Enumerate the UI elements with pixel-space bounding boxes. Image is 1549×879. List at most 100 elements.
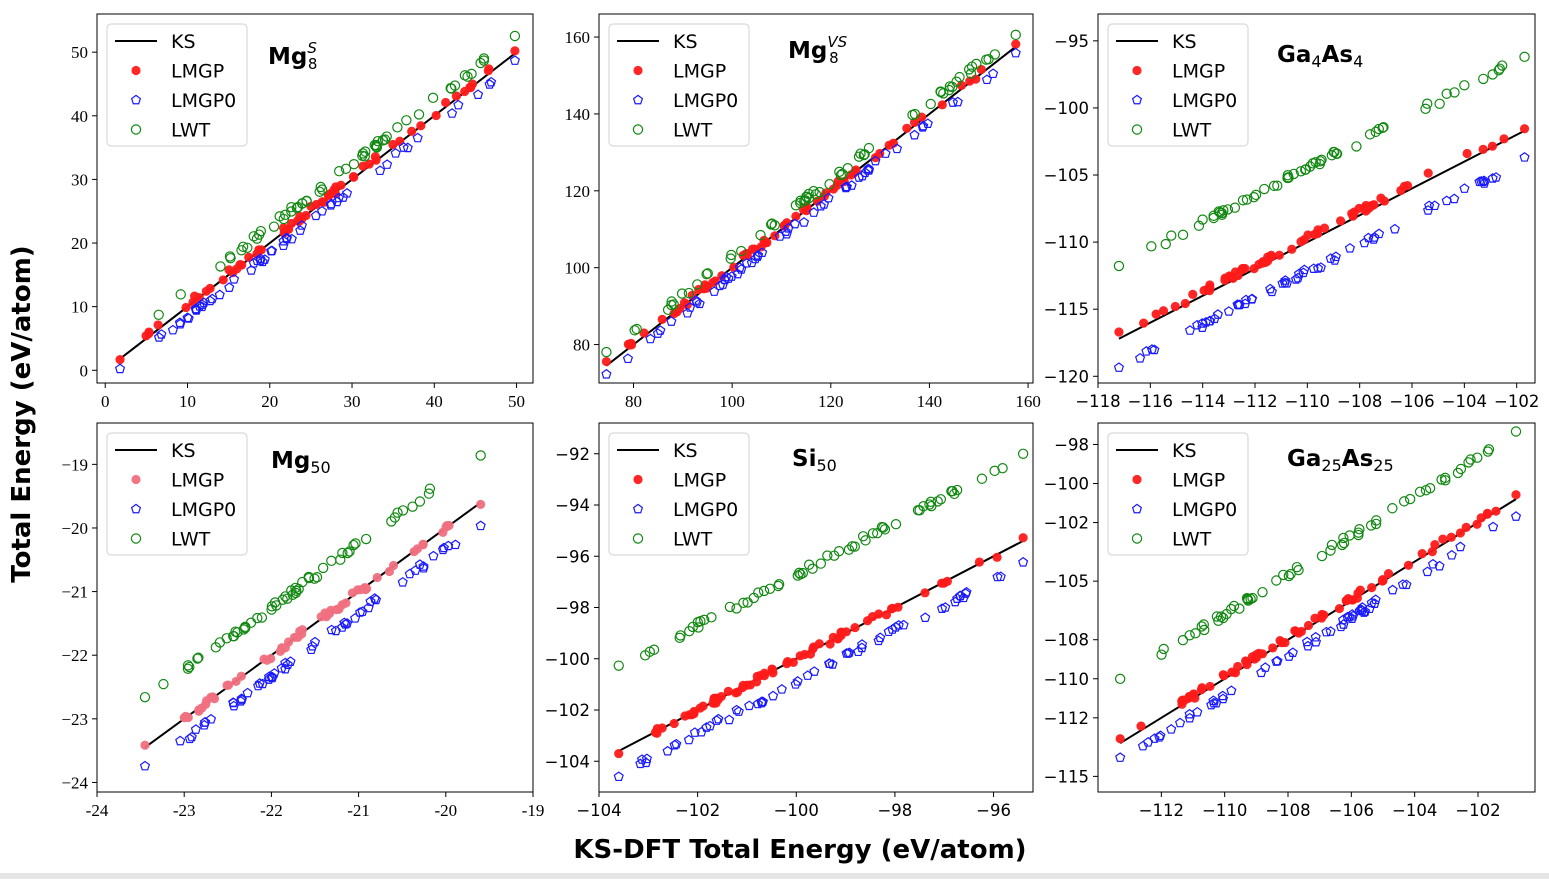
y-tick-label: −112 <box>1044 709 1089 728</box>
x-tick-label: −106 <box>1329 801 1374 820</box>
legend-lmgp0-swatch <box>632 94 644 105</box>
lwt-point <box>342 547 353 559</box>
legend-label: KS <box>673 31 698 53</box>
lmgp-point <box>601 356 611 367</box>
y-tick-label: −22 <box>61 646 88 665</box>
lwt-point <box>293 583 304 595</box>
y-tick-label: −110 <box>1044 233 1089 252</box>
lmgp-point <box>153 320 163 330</box>
lmgp-point <box>218 275 228 285</box>
lwt-point <box>381 131 392 142</box>
lmgp0-point <box>733 706 744 716</box>
lwt-point <box>303 571 314 583</box>
lmgp0-point <box>840 181 851 192</box>
legend-lmgp-swatch <box>131 65 141 76</box>
lwt-point <box>413 109 425 120</box>
lmgp-point <box>282 225 292 235</box>
lmgp0-point <box>183 313 194 323</box>
lmgp0-point <box>750 253 761 264</box>
lwt-point <box>639 650 651 661</box>
lwt-point <box>1197 214 1208 225</box>
lwt-point <box>1291 561 1303 573</box>
lwt-point <box>824 178 835 190</box>
lmgp-point <box>1499 134 1509 144</box>
lwt-point <box>683 287 695 299</box>
lmgp0-point <box>1301 636 1313 647</box>
lmgp0-point <box>214 289 225 300</box>
lmgp-point <box>1478 144 1488 154</box>
lmgp-point <box>1237 263 1248 274</box>
lmgp0-point <box>475 520 486 531</box>
legend-lmgp-swatch <box>1132 65 1142 76</box>
lmgp-point <box>1511 490 1521 500</box>
legend-label: LMGP <box>673 61 726 83</box>
legend: KS LMGP LMGP0 LWT <box>1107 432 1249 556</box>
lmgp-point <box>841 627 851 637</box>
lmgp0-point <box>1247 293 1258 304</box>
y-tick-label: −105 <box>1044 572 1089 591</box>
lwt-point <box>725 253 736 264</box>
legend-lmgp0-swatch <box>130 503 142 514</box>
lmgp-point <box>372 572 382 583</box>
lmgp0-point <box>856 639 868 649</box>
lmgp-point <box>713 695 723 705</box>
lmgp0-point <box>1212 309 1223 319</box>
lmgp-point <box>1335 216 1346 226</box>
lwt-point <box>475 57 486 69</box>
lmgp-point <box>384 566 395 577</box>
lmgp0-point <box>174 317 185 328</box>
lmgp-point <box>791 211 801 221</box>
lwt-point <box>924 499 935 510</box>
legend-lwt-swatch <box>632 533 644 544</box>
lmgp0-point <box>1329 255 1340 265</box>
lmgp0-point <box>282 659 293 670</box>
chart-panel-4: -24 -23 -22 -21 -20 -19 −24 −23 −22 −21 −20 −19 KS LM… <box>61 422 545 820</box>
lmgp0-point <box>326 624 337 635</box>
lmgp-point <box>451 91 461 101</box>
lmgp-point <box>1455 528 1465 538</box>
x-tick-label: −100 <box>774 801 819 820</box>
lmgp0-point <box>1134 352 1146 363</box>
lmgp0-point <box>947 97 958 107</box>
lmgp-point <box>1417 549 1427 559</box>
panel-title: MgVS 8 <box>788 33 848 67</box>
lwt-point <box>459 70 471 81</box>
lmgp0-point <box>1360 606 1371 616</box>
x-tick-label: -19 <box>522 801 545 820</box>
panel-title: Si50 <box>792 446 837 475</box>
lwt-point <box>997 462 1008 474</box>
lmgp0-point <box>781 228 792 239</box>
lmgp-point <box>1170 301 1180 312</box>
lwt-point <box>1482 446 1494 457</box>
lmgp-point <box>884 140 894 150</box>
lmgp-point <box>362 583 372 594</box>
lwt-point <box>613 660 624 671</box>
lmgp0-point <box>1369 232 1380 242</box>
lmgp0-point <box>1277 278 1288 288</box>
plot-area <box>139 450 486 771</box>
lwt-point <box>857 531 869 542</box>
lmgp-point <box>1378 574 1388 585</box>
lwt-point <box>1439 472 1451 484</box>
lmgp0-point <box>863 163 874 174</box>
lmgp-point <box>1136 721 1146 731</box>
lwt-point <box>1158 643 1169 655</box>
legend-label: LMGP <box>1172 61 1225 83</box>
lwt-point <box>1449 87 1460 98</box>
legend-label: LMGP0 <box>673 90 738 112</box>
y-tick-label: −108 <box>1044 631 1089 650</box>
x-tick-label: 30 <box>344 392 361 411</box>
lmgp0-point <box>1115 752 1126 762</box>
lmgp0-point <box>1446 549 1457 560</box>
lmgp0-point <box>792 676 803 686</box>
x-tick-label: -20 <box>434 801 457 820</box>
lmgp0-point <box>472 89 484 99</box>
lmgp0-point <box>1389 223 1400 234</box>
lmgp0-point <box>988 68 999 79</box>
lmgp-point <box>850 622 860 633</box>
panel-title: MgS 8 <box>268 39 317 73</box>
y-tick-label: −105 <box>1044 166 1089 185</box>
legend: KS LMGP LMGP0 LWT <box>608 432 750 556</box>
legend-lmgp-swatch <box>1132 474 1142 485</box>
